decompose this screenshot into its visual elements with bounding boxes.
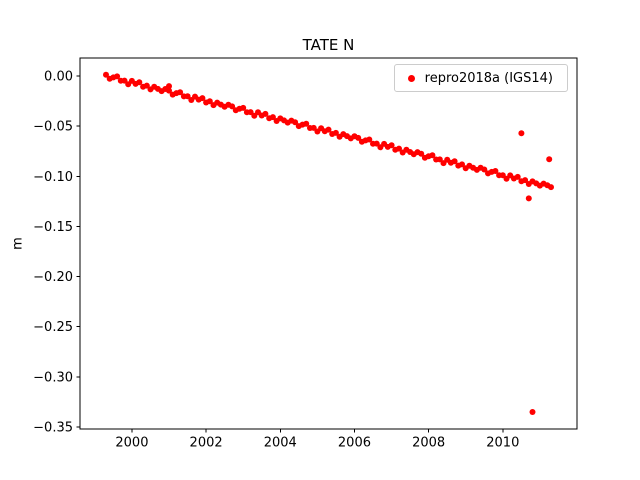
data-point: [459, 161, 465, 168]
x-tick-label: 2000: [115, 436, 148, 451]
x-tick-label: 2008: [412, 436, 445, 451]
data-point: [514, 173, 521, 180]
axes-frame: [79, 57, 578, 430]
data-point: [240, 104, 247, 111]
legend-label: repro2018a (IGS14): [424, 70, 553, 86]
y-tick-label: −0.05: [33, 120, 73, 135]
data-point: [206, 98, 213, 105]
data-point: [546, 156, 553, 163]
y-tick-label: 0.00: [44, 70, 73, 85]
data-point: [525, 195, 532, 202]
data-point: [303, 120, 310, 127]
data-point: [355, 134, 362, 141]
data-point: [121, 77, 128, 84]
data-point: [247, 109, 254, 116]
data-point: [177, 89, 184, 96]
data-point: [388, 142, 395, 149]
y-tick-label: −0.25: [33, 320, 73, 335]
y-tick-label: −0.20: [33, 270, 73, 285]
legend: repro2018a (IGS14): [393, 64, 568, 92]
data-point: [114, 73, 121, 80]
data-point: [184, 93, 191, 100]
data-point: [269, 114, 276, 121]
data-point: [166, 83, 172, 90]
data-point: [396, 145, 402, 152]
data-point: [492, 168, 499, 174]
data-point: [373, 140, 380, 147]
data-point: [166, 87, 172, 94]
y-tick-label: −0.30: [33, 370, 73, 385]
legend-marker-dot: [407, 74, 415, 82]
data-point: [325, 126, 332, 133]
data-point: [436, 156, 443, 163]
data-point: [199, 95, 206, 102]
data-point: [136, 79, 143, 86]
data-point: [143, 82, 150, 89]
y-tick-label: −0.35: [33, 420, 73, 435]
x-tick-label: 2006: [338, 436, 371, 451]
data-point: [429, 152, 436, 159]
data-point: [292, 119, 299, 126]
data-point: [262, 110, 269, 117]
data-point: [518, 130, 525, 137]
data-point: [418, 150, 425, 157]
x-tick-label: 2010: [486, 436, 519, 451]
data-point: [548, 184, 554, 191]
data-point: [451, 158, 458, 165]
data-point: [499, 172, 506, 179]
data-point: [481, 166, 488, 173]
data-point: [332, 129, 339, 136]
data-point: [103, 71, 109, 78]
data-point: [366, 136, 373, 143]
chart-title: TATE N: [302, 36, 355, 54]
data-point: [229, 103, 236, 110]
data-point: [522, 177, 529, 184]
y-tick-label: −0.15: [33, 220, 73, 235]
x-tick-label: 2004: [264, 436, 297, 451]
data-point: [529, 409, 536, 415]
y-tick-label: −0.10: [33, 170, 73, 185]
data-point: [310, 124, 317, 131]
x-tick-label: 2002: [190, 436, 223, 451]
